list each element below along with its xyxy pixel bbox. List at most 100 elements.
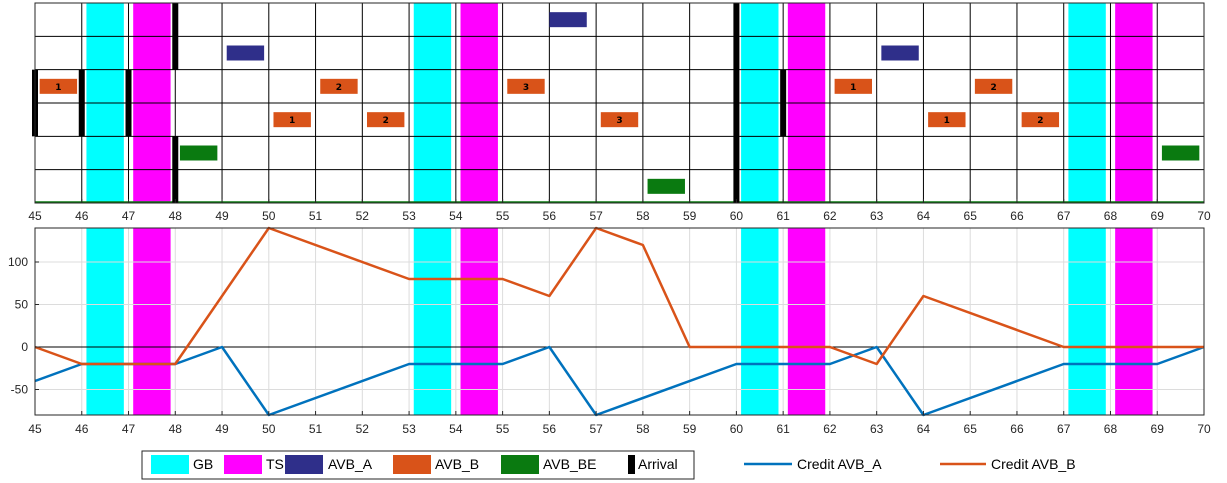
arrival-bar-5 [733,3,740,203]
credit-xtick-label-51: 51 [309,422,323,436]
credit-axes-box [34,227,1205,416]
schedule-xtick-label-69: 69 [1151,209,1165,223]
schedule-xtick-label-65: 65 [964,209,978,223]
arrival-bar-1 [78,69,85,137]
credit-xtick-label-60: 60 [730,422,744,436]
schedule-xtick-label-51: 51 [309,209,323,223]
legend-patches: GB TSN AVB_A AVB_B AVB_BE Arrival [141,450,695,480]
block-avb_b-9 [366,112,405,128]
schedule-xtick-label-70: 70 [1197,209,1211,223]
credit-xtick-label-62: 62 [823,422,837,436]
credit-xtick-label-53: 53 [402,422,416,436]
credit-xtick-label-65: 65 [964,422,978,436]
legend-swatch-gb [151,455,189,474]
credit-xtick-label-49: 49 [215,422,229,436]
block-avb_b-7 [974,78,1013,94]
schedule-xtick-label-68: 68 [1104,209,1118,223]
block-label-11: 1 [944,116,950,126]
schedule-xtick-label-63: 63 [870,209,884,223]
block-label-10: 3 [616,116,622,126]
legend-label-credit-a: Credit AVB_A [797,456,882,472]
legend-swatch-tsn [224,455,262,474]
gb-window-bottom-3 [1068,228,1106,415]
block-avb_a-1 [226,45,265,61]
tsn-window-bottom-3 [1115,228,1153,415]
schedule-xtick-label-55: 55 [496,209,510,223]
schedule-xtick-label-67: 67 [1057,209,1071,223]
legend-swatch-arrival [628,455,635,474]
block-label-9: 2 [383,116,389,126]
legend-label-avb-be: AVB_BE [543,456,596,472]
credit-xtick-label-70: 70 [1197,422,1211,436]
block-avb_b-8 [273,112,311,128]
schedule-xtick-label-58: 58 [636,209,650,223]
block-label-12: 2 [1037,116,1043,126]
schedule-xtick-label-64: 64 [917,209,931,223]
schedule-xtick-label-60: 60 [730,209,744,223]
legend-label-avb-b: AVB_B [435,456,479,472]
schedule-xtick-label-50: 50 [262,209,276,223]
tsn-window-bottom-0 [133,228,171,415]
schedule-xtick-label-57: 57 [589,209,603,223]
block-label-7: 2 [990,83,996,93]
schedule-panel: 1 2 3 1 2 1 2 3 1 2 45 46 47 48 49 50 51 52 53 54 55 56 57 58 5… [28,2,1211,223]
block-avb_be-14 [1161,145,1200,161]
legend-swatch-avb-b [393,455,431,474]
legend-label-avb-a: AVB_A [328,456,373,472]
block-avb_b-10 [600,112,639,128]
block-label-3: 1 [55,83,61,93]
arrival-bar-4 [172,3,179,70]
block-avb_b-11 [928,112,966,128]
legend-label-gb: GB [193,456,213,472]
schedule-xtick-label-48: 48 [169,209,183,223]
credit-ytick-label-50: 50 [15,298,29,312]
block-avb_a-0 [549,12,587,28]
credit-xtick-label-45: 45 [28,422,42,436]
schedule-xtick-label-54: 54 [449,209,463,223]
credit-xtick-label-54: 54 [449,422,463,436]
legend-swatch-avb-a [285,455,323,474]
block-avb_b-3 [39,78,78,94]
schedule-xtick-label-61: 61 [776,209,790,223]
arrival-bar-2 [125,69,132,137]
credit-xtick-label-56: 56 [543,422,557,436]
credit-xtick-label-68: 68 [1104,422,1118,436]
legend-swatch-avb-be [501,455,539,474]
block-avb_b-12 [1021,112,1060,128]
gb-window-bottom-0 [86,228,124,415]
tsn-window-bottom-1 [460,228,498,415]
credit-xtick-label-52: 52 [356,422,370,436]
credit-xtick-label-67: 67 [1057,422,1071,436]
credit-panel: 45 46 47 48 49 50 51 52 53 54 55 56 57 58 59 60 61 62 63 64… [8,226,1211,436]
block-avb_b-4 [320,78,358,94]
block-label-8: 1 [289,116,295,126]
block-avb_b-6 [834,78,873,94]
schedule-xtick-label-52: 52 [356,209,370,223]
gb-window-bottom-2 [741,228,779,415]
credit-xtick-label-66: 66 [1010,422,1024,436]
series-line-credit-avb-a [34,345,1205,417]
legend-label-arrival: Arrival [638,456,678,472]
block-avb_b-5 [507,78,545,94]
schedule-axes-box [34,2,1205,204]
credit-xtick-label-64: 64 [917,422,931,436]
credit-xtick-label-48: 48 [169,422,183,436]
block-label-6: 1 [850,83,856,93]
credit-xtick-label-47: 47 [122,422,136,436]
block-avb_a-2 [881,45,919,61]
schedule-xtick-label-66: 66 [1010,209,1024,223]
credit-ytick-label--50: -50 [11,383,29,397]
schedule-xtick-label-47: 47 [122,209,136,223]
credit-ytick-label-0: 0 [21,340,28,354]
gb-window-bottom-1 [413,228,452,415]
arrival-bar-6 [780,69,787,137]
schedule-xtick-label-59: 59 [683,209,697,223]
block-label-5: 3 [523,83,529,93]
schedule-xtick-label-62: 62 [823,209,837,223]
block-avb_be-13 [179,145,218,161]
credit-ytick-label-100: 100 [8,255,28,269]
block-label-4: 2 [336,83,342,93]
schedule-xtick-label-56: 56 [543,209,557,223]
arrival-bar-3 [172,136,179,203]
